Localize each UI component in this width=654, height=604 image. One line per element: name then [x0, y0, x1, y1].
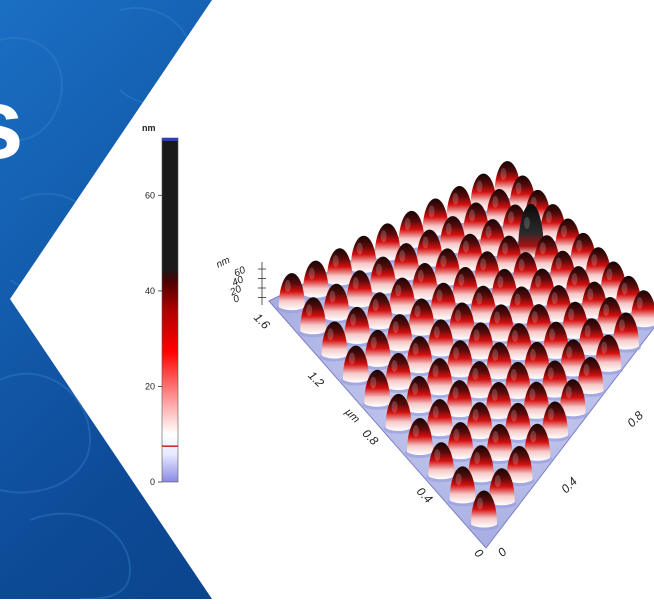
surface-feature	[426, 442, 457, 483]
surface-feature	[409, 262, 440, 303]
surface-feature	[445, 340, 476, 381]
surface-feature	[324, 248, 355, 289]
z-axis-tick-label: 0	[232, 293, 242, 306]
surface-feature	[483, 381, 514, 422]
surface-feature	[484, 342, 515, 383]
colorbar-top-cap	[162, 138, 178, 141]
surface-feature	[404, 418, 435, 459]
surface-feature	[362, 369, 393, 410]
surface-feature	[383, 352, 414, 393]
surface-feature	[387, 277, 418, 318]
surface-feature	[502, 361, 533, 402]
surface-feature	[522, 423, 553, 464]
surface-features	[276, 161, 654, 531]
surface-feature	[362, 329, 393, 370]
surface-feature	[276, 273, 307, 314]
colorbar-tick-label: 0	[150, 477, 155, 487]
surface-feature	[469, 490, 500, 531]
colorbar-tick-label: 60	[145, 190, 155, 200]
surface-feature	[321, 283, 352, 324]
colorbar-scale	[161, 137, 179, 483]
colorbar-tick-label: 40	[145, 286, 155, 296]
surface-feature	[444, 380, 475, 421]
surface-feature	[484, 424, 515, 465]
surface-feature	[383, 393, 414, 434]
surface-feature	[340, 345, 371, 386]
surface-feature	[319, 321, 350, 362]
surface-feature	[406, 298, 437, 339]
z-axis-tick-label: 40	[231, 274, 246, 289]
surface-feature	[447, 466, 478, 507]
surface-feature	[445, 422, 476, 463]
surface-feature	[425, 319, 456, 360]
surface-feature	[575, 356, 606, 397]
surface-feature	[300, 260, 331, 301]
surface-feature	[464, 361, 495, 402]
surface-feature	[540, 401, 571, 442]
surface-feature	[298, 297, 329, 338]
z-axis-tick-label: 60	[233, 265, 248, 280]
colorbar-tick-label: 20	[145, 381, 155, 391]
colorbar: nm 60 40 20 0	[142, 123, 179, 487]
surface-feature	[593, 334, 624, 375]
z-axis-unit: nm	[215, 255, 232, 271]
surface-feature	[610, 312, 641, 353]
surface-feature	[466, 445, 497, 486]
surface-feature	[342, 306, 373, 347]
surface-feature	[404, 376, 435, 417]
colorbar-unit: nm	[142, 123, 156, 133]
surface-feature	[504, 446, 535, 487]
surface-feature	[344, 270, 375, 311]
surface-feature	[424, 399, 455, 440]
z-axis-tick-label: 20	[228, 284, 244, 299]
surface-feature	[464, 402, 495, 443]
colorbar-ticks: 60 40 20 0	[145, 190, 162, 487]
surface-feature	[404, 336, 435, 377]
surface-feature	[364, 292, 395, 333]
surface-feature	[384, 314, 415, 355]
headline-fragment: s	[0, 68, 24, 180]
surface-feature	[447, 302, 478, 343]
surface-feature	[424, 358, 455, 399]
